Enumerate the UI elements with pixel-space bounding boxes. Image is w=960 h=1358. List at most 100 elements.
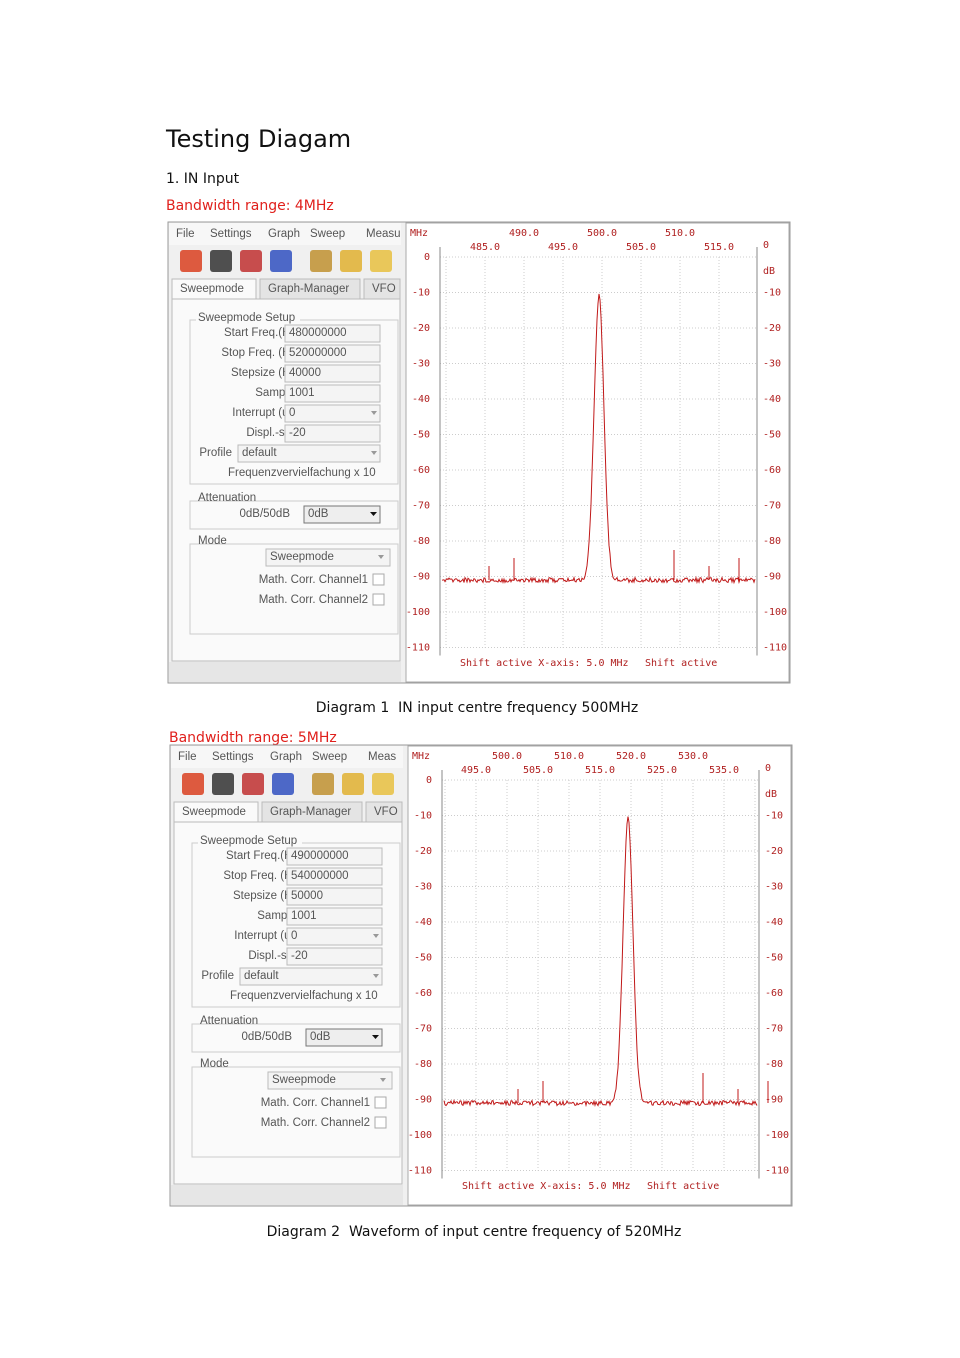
y-label-right: -60 [763,465,781,476]
field-label: Stop Freq. (Hz) [221,347,300,359]
y-label-right: -10 [765,811,783,822]
group-box [189,543,399,635]
field-value: default [244,970,279,982]
y-label-right: -80 [763,536,781,547]
field-input [284,364,381,383]
y-label-right: -50 [765,953,783,964]
freq-label: 490.0 [509,228,539,239]
y-label-right: -10 [763,288,781,299]
field-label: Interrupt (uS) [232,407,300,419]
bandwidth-label: Bandwidth range: 5MHz [169,730,337,746]
graph-footer: Shift active X-axis: 5.0 MHz [460,658,629,669]
y-label-left: -80 [412,536,430,547]
checkbox [372,573,385,586]
trace [441,293,756,585]
select-value: 0dB [310,1031,331,1043]
y-label-right: -80 [765,1059,783,1070]
y-label-left: -50 [412,430,430,441]
group-title: Attenuation [200,1015,258,1027]
field-input [284,404,381,423]
y-label-left: -20 [414,846,432,857]
toolbar-icon [212,773,234,795]
tab [365,801,403,823]
checkbox-label: Math. Corr. Channel2 [259,594,368,606]
menu-item: Graph [270,751,302,763]
unit-x: MHz [412,751,430,762]
field-input [237,444,381,463]
select-value: Sweepmode [272,1074,336,1086]
checkbox [372,593,385,606]
tab-label: VFO [374,806,398,818]
toolbar-icon [182,773,204,795]
freq-label: 530.0 [678,751,708,762]
freq-label: 505.0 [523,765,553,776]
graph-bg [405,222,790,683]
dropdown-arrow [371,451,377,455]
toolbar-icon [312,773,334,795]
y-label-right: -110 [765,1166,789,1177]
field-value: -20 [289,427,306,439]
section: 1. IN Input [166,171,240,187]
select-value: 0dB [308,508,329,520]
group-title: Sweepmode Setup [200,835,297,847]
y-label-right: 0 [765,763,771,774]
group-title: Mode [200,1058,229,1070]
select [265,548,391,567]
field-input [284,384,381,403]
field-value: 480000000 [289,327,347,339]
bottom-strip [169,662,401,682]
dropdown-arrow [373,974,379,978]
y-label-left: -110 [406,643,430,654]
field-value: 520000000 [289,347,347,359]
y-label-right: -20 [763,323,781,334]
y-label-left: -60 [412,465,430,476]
group-box [189,500,399,530]
field-label: 0dB/50dB [239,508,290,520]
field-input [286,927,383,946]
toolbar-icon [270,250,292,272]
y-label-left: -30 [414,882,432,893]
y-label-left: -80 [414,1059,432,1070]
field-input [286,907,383,926]
field-value: 540000000 [291,870,349,882]
toolbar-icon [372,773,394,795]
field-value: 0 [291,930,297,942]
unit-y: dB [765,789,777,800]
y-label-right: -40 [765,917,783,928]
note: Frequenzvervielfachung x 10 [230,990,378,1002]
tab-label: Sweepmode [180,283,244,295]
tab-label: Sweepmode [182,806,246,818]
y-label-left: -10 [414,811,432,822]
y-label-left: -40 [414,917,432,928]
unit-y: dB [763,266,775,277]
y-label-right: -90 [765,1095,783,1106]
toolbar-icon [240,250,262,272]
field-label: 0dB/50dB [241,1031,292,1043]
y-label-right: 0 [763,240,769,251]
tab [259,278,361,300]
dropdown-arrow [371,411,377,415]
freq-label: 500.0 [492,751,522,762]
graph-footer: Shift active X-axis: 5.0 MHz [462,1181,631,1192]
y-label-right: -90 [763,572,781,583]
freq-label: 525.0 [647,765,677,776]
y-label-left: -90 [412,572,430,583]
y-label-left: 0 [424,252,430,263]
field-value: 1001 [291,910,317,922]
toolbar-icon [210,250,232,272]
y-label-left: -90 [414,1095,432,1106]
y-label-right: -30 [765,882,783,893]
graph-footer: Shift active [647,1181,719,1192]
y-label-left: -30 [412,359,430,370]
toolbar-icon [342,773,364,795]
y-label-right: -60 [765,988,783,999]
toolbar-icon [242,773,264,795]
menu-item: Sweep [312,751,347,763]
y-label-left: -50 [414,953,432,964]
menu-item: Sweep [310,228,345,240]
checkbox [374,1096,387,1109]
field-value: 50000 [291,890,323,902]
toolbar-icon [310,250,332,272]
checkbox [374,1116,387,1129]
tab [173,801,259,823]
